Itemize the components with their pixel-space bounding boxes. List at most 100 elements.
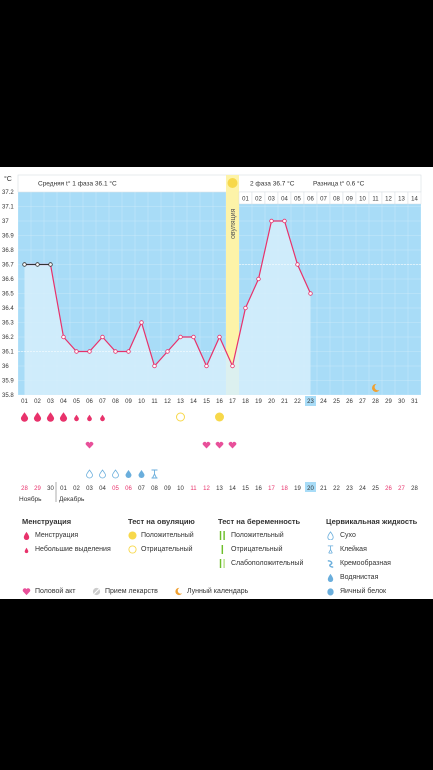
legend-intercourse-label: Половой акт xyxy=(35,588,76,595)
phase2-day-label: 01 xyxy=(242,197,249,203)
spotting-drop-icon xyxy=(100,414,105,422)
calendar-day-label: 04 xyxy=(99,486,106,492)
calendar-day-label: 17 xyxy=(268,486,275,492)
phase2-day-label: 12 xyxy=(385,197,392,203)
cycle-day-label: 18 xyxy=(242,399,249,405)
cycle-day-label: 26 xyxy=(346,399,353,405)
legend-cervical-title: Цервикальная жидкость xyxy=(326,517,418,526)
month-label-november: Ноябрь xyxy=(19,495,42,503)
y-tick-label: 36.6 xyxy=(2,277,14,283)
phase2-day-cell xyxy=(407,191,422,205)
y-tick-label: 37.2 xyxy=(2,190,14,196)
y-tick-label: 36.7 xyxy=(2,263,14,269)
calendar-day-label: 16 xyxy=(255,486,262,492)
legend-lunar-label: Лунный календарь xyxy=(187,588,249,595)
phase2-day-label: 11 xyxy=(372,197,379,203)
cycle-day-label: 28 xyxy=(372,399,379,405)
cycle-day-label: 16 xyxy=(216,399,223,405)
calendar-day-label: 24 xyxy=(359,486,366,492)
menstruation-drop-icon xyxy=(33,412,42,422)
heart-icon xyxy=(215,441,224,449)
calendar-day-label: 26 xyxy=(385,486,392,492)
cycle-day-label: 30 xyxy=(398,399,405,405)
calendar-day-label: 28 xyxy=(411,486,418,492)
legend-panel: Менструация Менструация Небольшие выделе… xyxy=(0,512,433,599)
cervical-creamy-icon xyxy=(327,560,334,568)
temperature-point xyxy=(308,291,313,296)
cycle-day-label: 17 xyxy=(229,399,236,405)
cycle-day-label: 07 xyxy=(99,399,106,405)
phase2-day-label: 06 xyxy=(307,197,314,203)
calendar-day-label: 29 xyxy=(34,486,41,492)
cervical-dry-icon xyxy=(327,531,334,540)
cycle-day-label: 01 xyxy=(21,399,28,405)
spotting-drop-icon xyxy=(24,547,29,554)
calendar-day-label: 11 xyxy=(190,486,197,492)
calendar-day-label: 27 xyxy=(398,486,405,492)
cycle-day-label: 05 xyxy=(73,399,80,405)
calendar-day-label: 30 xyxy=(47,486,54,492)
cycle-day-label: 06 xyxy=(86,399,93,405)
cycle-day-label: 09 xyxy=(125,399,132,405)
calendar-day-label: 12 xyxy=(203,486,210,492)
legend-pregnancy-positive-label: Положительный xyxy=(231,532,284,539)
y-tick-label: 37 xyxy=(2,219,9,225)
temperature-point xyxy=(126,349,131,354)
legend-menstruation-label: Менструация xyxy=(35,532,79,539)
legend-ovulation-negative-label: Отрицательный xyxy=(141,546,193,553)
legend-cervical-dry-label: Сухо xyxy=(340,532,356,539)
calendar-day-label: 13 xyxy=(216,486,223,492)
calendar-day-label: 28 xyxy=(21,486,28,492)
temperature-point xyxy=(48,262,53,267)
y-tick-label: 36 xyxy=(2,364,9,370)
calendar-day-label: 15 xyxy=(242,486,249,492)
calendar-day-label: 05 xyxy=(112,486,119,492)
menstruation-drop-icon xyxy=(59,412,68,422)
cycle-day-label: 22 xyxy=(294,399,301,405)
y-tick-label: 35.9 xyxy=(2,379,14,385)
y-tick-label: 37.1 xyxy=(2,205,14,211)
y-unit-label: °C xyxy=(4,175,12,183)
cycle-day-label: 02 xyxy=(34,399,41,405)
calendar-day-label: 25 xyxy=(372,486,379,492)
cycle-day-label: 10 xyxy=(138,399,145,405)
temperature-difference: Разница t° 0.6 °C xyxy=(313,180,365,188)
y-tick-label: 36.1 xyxy=(2,350,14,356)
temperature-point xyxy=(22,262,27,267)
temperature-point xyxy=(74,349,79,354)
moon-icon xyxy=(372,383,380,392)
temperature-point xyxy=(204,363,209,369)
heart-icon xyxy=(202,441,211,449)
phase2-day-label: 02 xyxy=(255,197,262,203)
y-tick-label: 36.3 xyxy=(2,321,14,327)
cycle-day-label: 13 xyxy=(177,399,184,405)
temperature-point xyxy=(139,320,144,325)
cycle-day-label: 03 xyxy=(47,399,54,405)
menstruation-drop-icon xyxy=(23,531,30,540)
heart-icon xyxy=(228,441,237,449)
pregnancy-positive-icon xyxy=(219,531,225,540)
cycle-day-label: 24 xyxy=(320,399,327,405)
ovulation-positive-icon xyxy=(128,531,137,540)
temperature-point xyxy=(87,349,92,354)
calendar-day-label: 07 xyxy=(138,486,145,492)
temperature-point xyxy=(35,262,40,267)
legend-medication-label: Прием лекарств xyxy=(105,588,158,595)
cycle-day-label: 08 xyxy=(112,399,119,405)
cycle-day-label: 12 xyxy=(164,399,171,405)
calendar-day-label: 22 xyxy=(333,486,340,492)
cycle-day-label: 29 xyxy=(385,399,392,405)
calendar-day-label: 19 xyxy=(294,486,301,492)
ovulation-label: овуляция xyxy=(230,208,237,239)
moon-icon xyxy=(175,587,183,596)
cervical-sticky-icon xyxy=(327,545,334,554)
menstruation-drop-icon xyxy=(46,412,55,422)
legend-pregnancy-weak-label: Слабоположительный xyxy=(231,560,304,567)
cycle-day-label: 21 xyxy=(281,399,288,405)
temperature-point xyxy=(165,349,170,354)
cycle-day-label: 14 xyxy=(190,399,197,405)
cycle-day-label: 27 xyxy=(359,399,366,405)
phase2-day-label: 10 xyxy=(359,197,366,203)
temperature-point xyxy=(113,349,118,354)
phase2-day-label: 13 xyxy=(398,197,405,203)
